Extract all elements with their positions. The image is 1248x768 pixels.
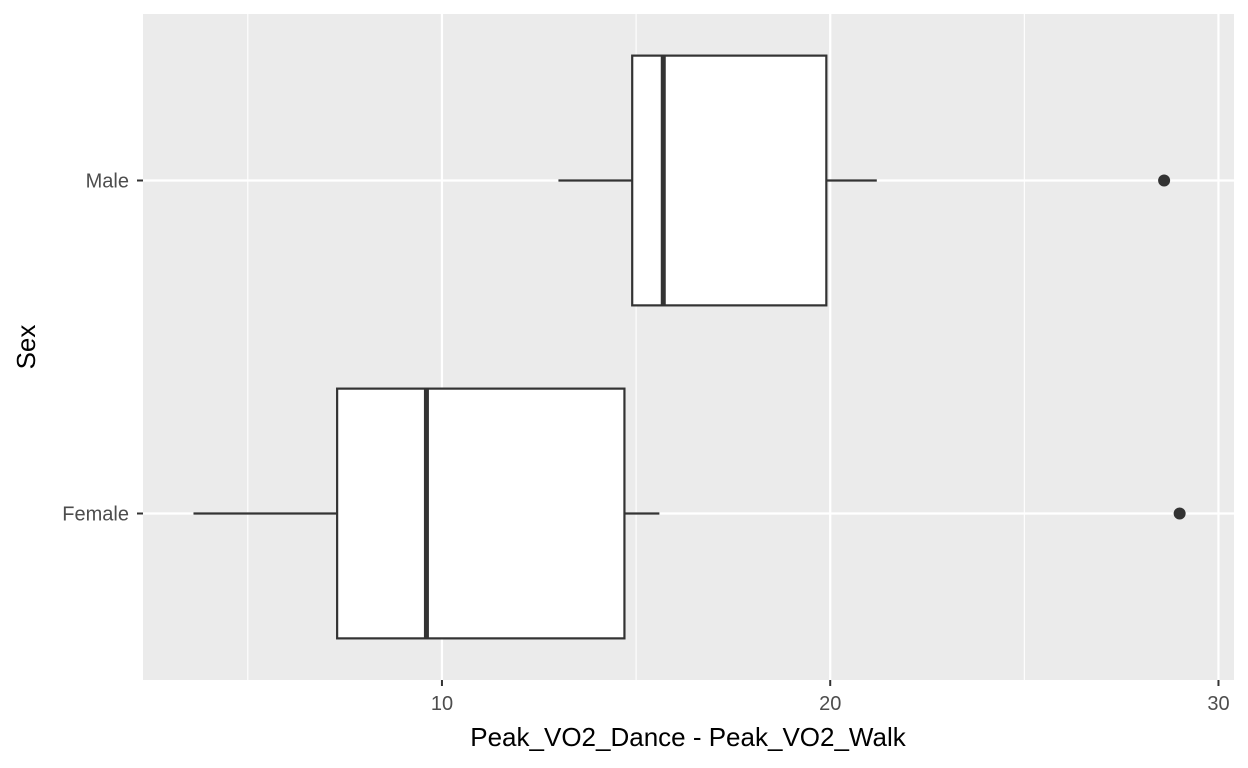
box-group-female (193, 387, 1186, 640)
y-tick-label: Male (86, 171, 129, 193)
x-axis: 10 20 30 (431, 680, 1230, 715)
box-iqr (336, 387, 626, 640)
y-axis-title: Sex (11, 325, 41, 370)
x-tick-label: 10 (431, 693, 453, 715)
box-group-male (558, 54, 1171, 307)
y-axis: Female Male (62, 171, 143, 526)
x-axis-title: Peak_VO2_Dance - Peak_VO2_Walk (470, 722, 906, 752)
x-tick-label: 30 (1207, 693, 1229, 715)
outlier-point (1158, 174, 1171, 187)
x-tick-label: 20 (819, 693, 841, 715)
outlier-point (1173, 507, 1186, 520)
y-tick-label: Female (62, 504, 129, 526)
box-layer (193, 54, 1186, 640)
